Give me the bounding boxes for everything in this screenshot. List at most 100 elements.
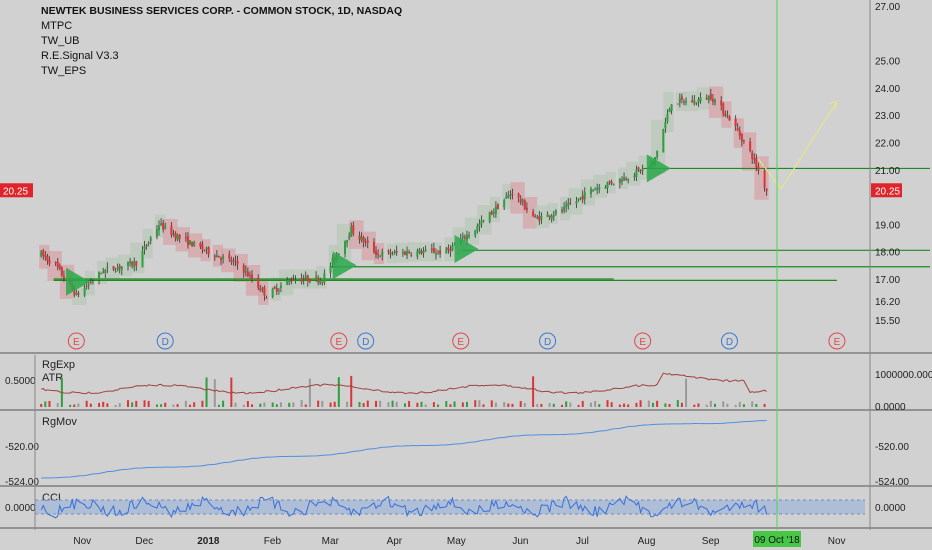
time-tick-label: May xyxy=(447,536,466,547)
volume-bar xyxy=(346,401,349,407)
candle-body xyxy=(323,273,326,283)
candle-body xyxy=(734,118,737,127)
volume-bar xyxy=(635,402,638,407)
cci-line xyxy=(40,495,768,519)
volume-bar xyxy=(713,403,716,407)
candle-body xyxy=(685,100,688,103)
volume-bar xyxy=(403,403,406,407)
range-box xyxy=(522,196,538,229)
candle-body xyxy=(62,275,65,279)
candle-body xyxy=(612,183,615,185)
price-tick-label: 16.20 xyxy=(875,297,900,308)
cursor-date-badge xyxy=(753,531,801,547)
candle-body xyxy=(664,122,667,129)
volume-bar xyxy=(155,404,158,407)
event-marker[interactable] xyxy=(828,332,846,350)
last-price-badge-right xyxy=(871,183,902,198)
candle-body xyxy=(416,250,419,257)
candle-body xyxy=(317,277,320,283)
volume-bar xyxy=(437,404,440,407)
rgmov-label: RgMov xyxy=(42,416,77,428)
candle-body xyxy=(678,98,681,103)
volume-bar xyxy=(623,403,626,407)
volume-bar xyxy=(478,400,481,407)
projection-arrowhead xyxy=(828,100,838,110)
candle-body xyxy=(100,273,103,275)
candle-body xyxy=(401,251,404,254)
candle-body xyxy=(461,235,464,239)
volume-bar xyxy=(685,378,688,407)
candle-body xyxy=(321,282,324,284)
candle-body xyxy=(552,215,555,217)
candle-body xyxy=(740,133,743,142)
volume-bar xyxy=(594,401,597,407)
volume-bar xyxy=(292,402,295,407)
candle-body xyxy=(439,250,442,254)
candle-body xyxy=(639,170,642,172)
candle-body xyxy=(271,288,274,298)
range-box xyxy=(386,243,397,264)
price-tick-label: 15.50 xyxy=(875,316,900,327)
candle-body xyxy=(391,254,394,256)
indicator-label-tw-eps[interactable]: TW_EPS xyxy=(41,65,87,77)
event-marker[interactable] xyxy=(330,332,348,350)
volume-bar xyxy=(114,404,117,407)
candle-body xyxy=(228,254,231,259)
event-marker[interactable] xyxy=(634,332,652,350)
candle-body xyxy=(463,236,466,239)
range-box xyxy=(733,118,744,148)
volume-bar xyxy=(668,403,671,407)
event-marker[interactable] xyxy=(452,332,470,350)
volume-bar xyxy=(511,403,514,407)
volume-bar xyxy=(259,403,262,407)
candle-body xyxy=(319,280,322,284)
candle-body xyxy=(170,225,173,235)
event-marker[interactable] xyxy=(67,332,85,350)
indicator-label-tw-ub[interactable]: TW_UB xyxy=(41,35,80,47)
time-tick-label: 2018 xyxy=(197,536,220,547)
volume-bar xyxy=(201,400,204,407)
candle-body xyxy=(184,237,187,239)
volume-bar xyxy=(131,402,134,407)
event-marker[interactable] xyxy=(720,332,738,350)
candle-body xyxy=(395,250,398,253)
candle-body xyxy=(329,265,332,273)
event-marker[interactable] xyxy=(357,332,375,350)
candle-body xyxy=(222,256,225,259)
candle-body xyxy=(58,265,61,269)
candle-body xyxy=(757,166,760,171)
volume-bar xyxy=(234,402,237,407)
range-box xyxy=(394,242,410,263)
candle-body xyxy=(722,103,725,114)
candle-body xyxy=(496,204,499,210)
candle-body xyxy=(104,269,107,273)
candle-body xyxy=(337,253,340,255)
candle-body xyxy=(205,247,208,250)
candle-body xyxy=(372,242,375,253)
price-tick-label: 18.00 xyxy=(875,248,900,259)
candle-body xyxy=(290,280,293,282)
candle-body xyxy=(60,267,63,276)
candle-body xyxy=(300,278,303,282)
candle-body xyxy=(246,271,249,277)
range-box xyxy=(117,254,133,277)
candle-body xyxy=(162,222,165,230)
volume-bar xyxy=(639,400,642,407)
event-marker[interactable] xyxy=(156,332,174,350)
volume-bar xyxy=(408,400,411,407)
candle-body xyxy=(523,200,526,210)
indicator-label-resignal[interactable]: R.E.Signal V3.3 xyxy=(41,50,119,62)
volume-bar xyxy=(395,401,398,407)
volume-bar xyxy=(337,377,340,407)
rgmov-left-tick: -520.00 xyxy=(5,442,39,453)
event-marker[interactable] xyxy=(539,332,557,350)
candle-body xyxy=(592,189,595,191)
range-box xyxy=(336,223,352,261)
candle-body xyxy=(447,247,450,250)
volume-bar xyxy=(246,401,249,407)
volume-bar xyxy=(143,400,146,407)
range-box xyxy=(626,161,641,186)
indicator-label-mtpc[interactable]: MTPC xyxy=(41,20,73,32)
